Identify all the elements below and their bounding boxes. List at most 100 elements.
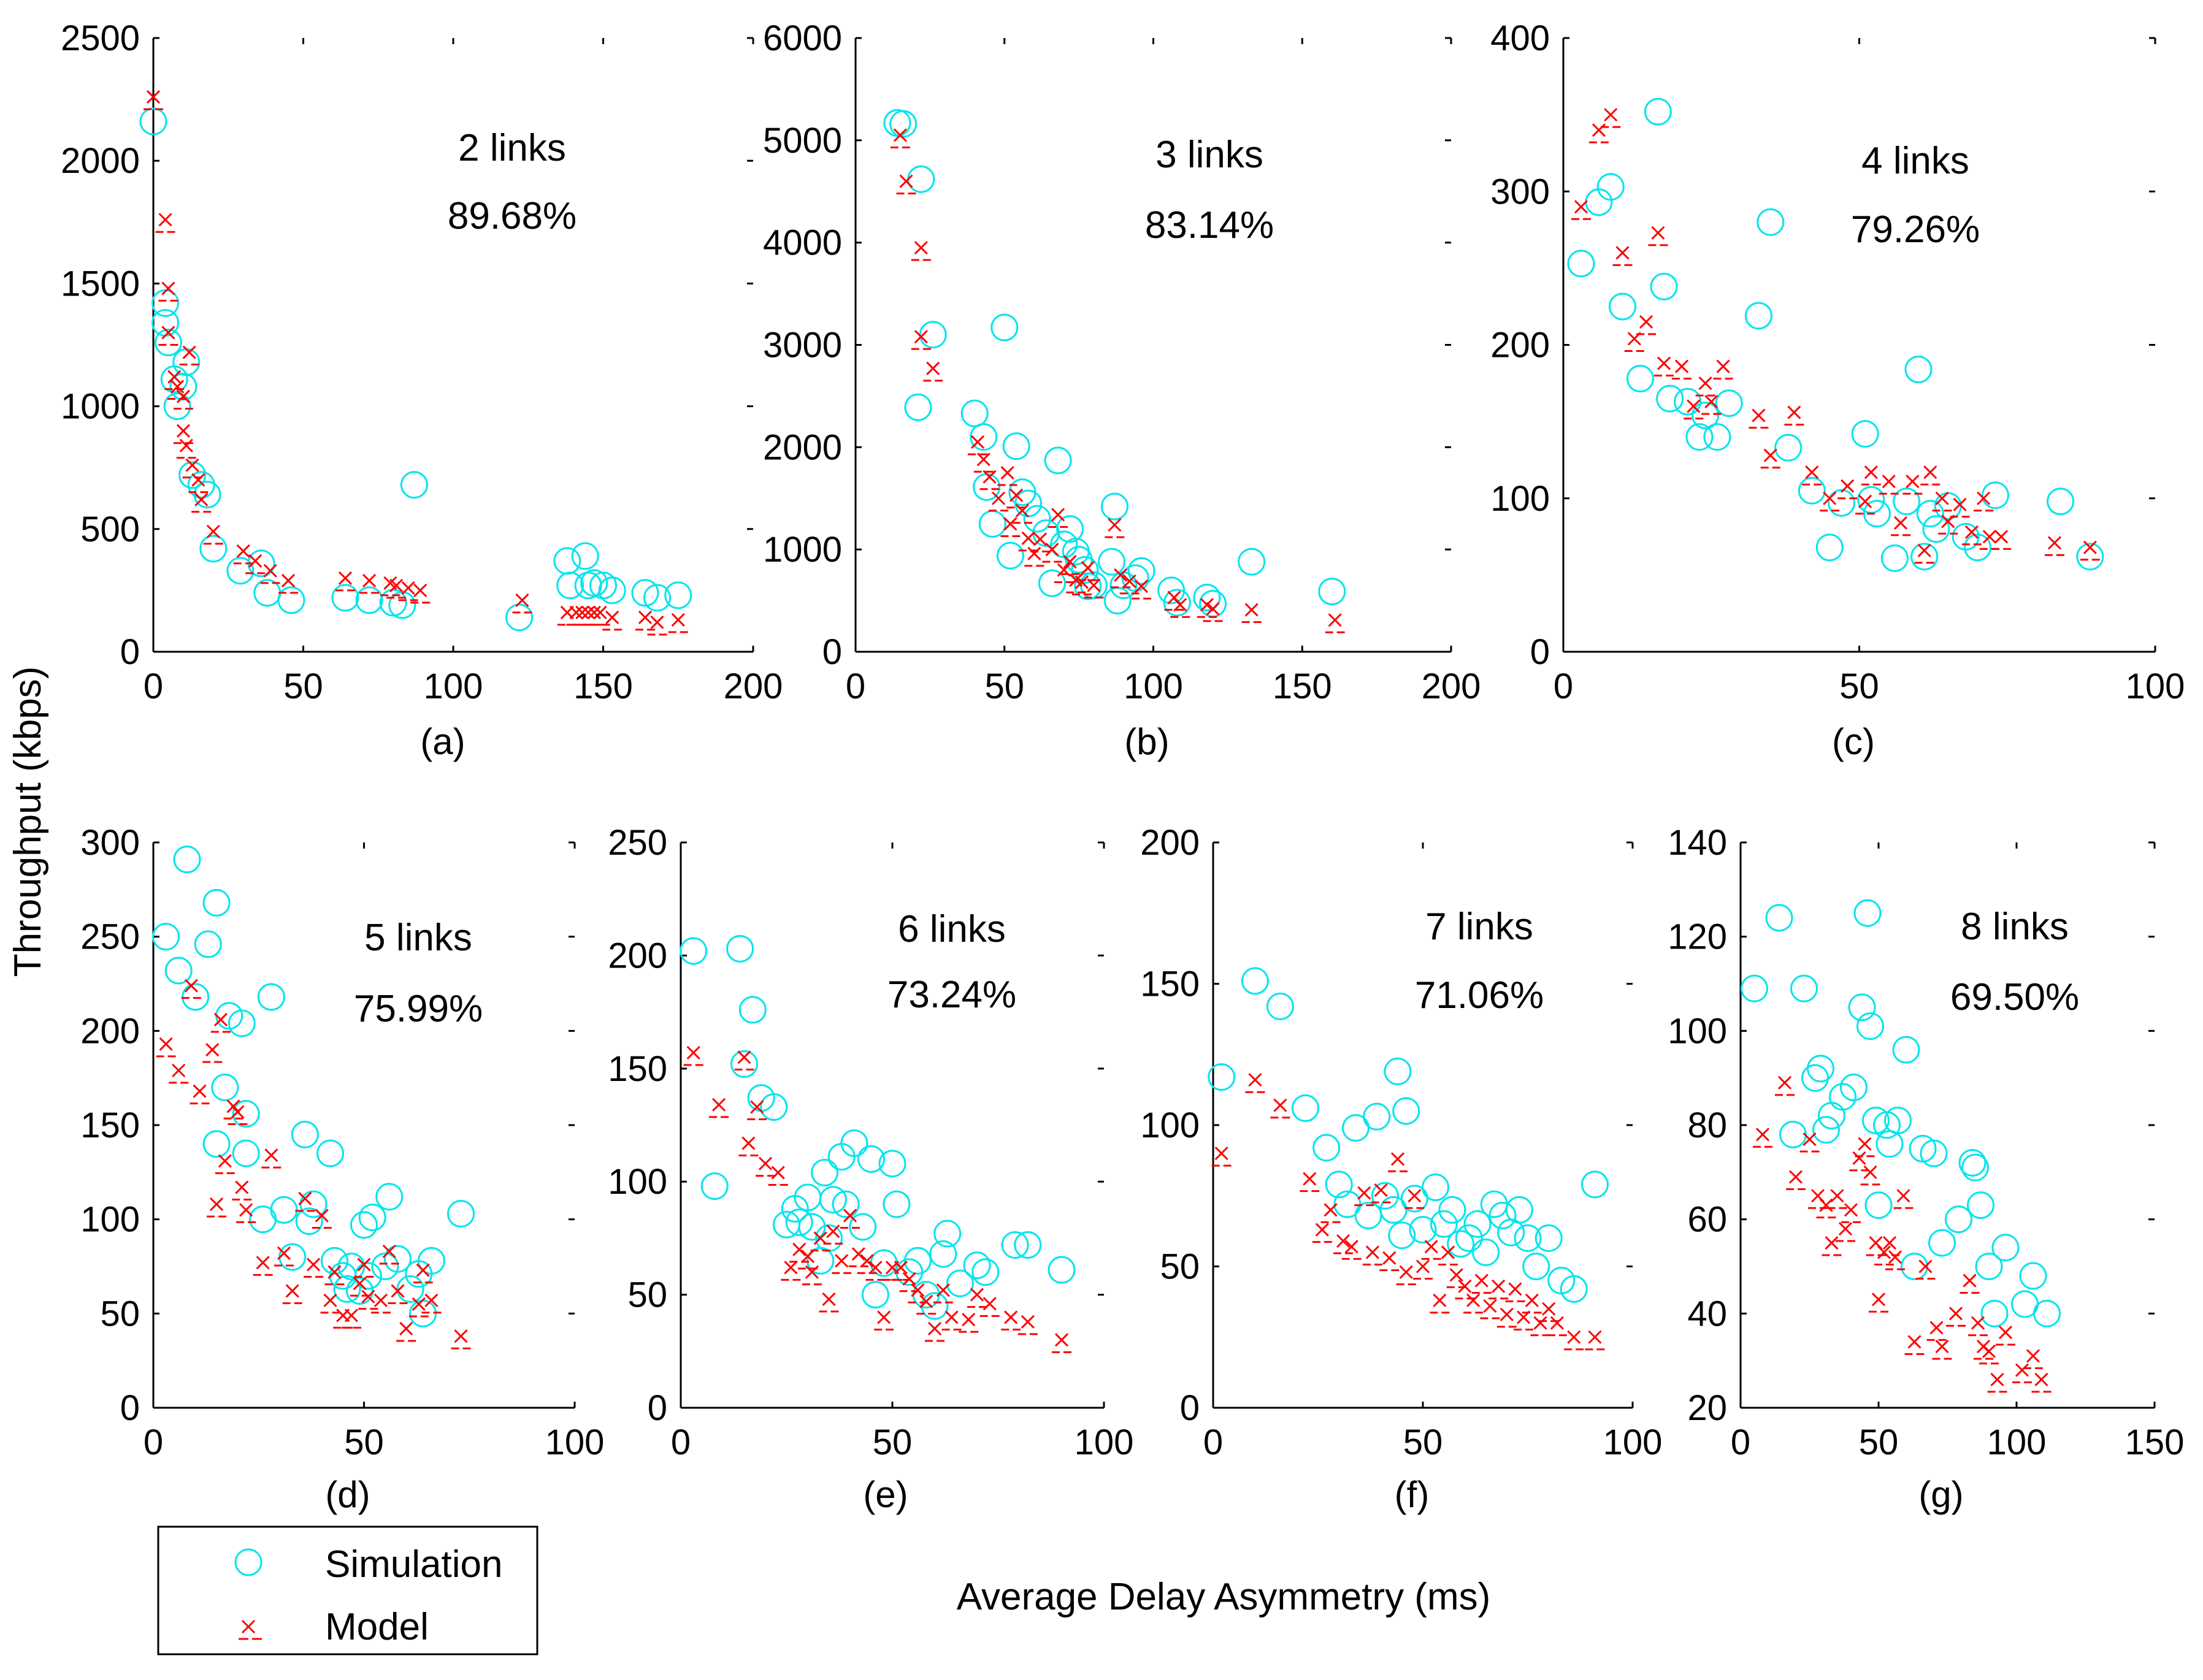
- simulation-point: [970, 423, 998, 451]
- model-point: [1749, 408, 1769, 429]
- y-tick-label: 0: [648, 1388, 667, 1428]
- simulation-point: [1920, 1139, 1948, 1167]
- annotation-accuracy: 89.68%: [448, 195, 577, 237]
- model-point: [1968, 1316, 1988, 1337]
- simulation-point: [1779, 1120, 1807, 1148]
- subplot-g: 0 50 100 150 20 40 60 80 100 120 140 8 links 69.50% (…: [1668, 823, 2184, 1515]
- y-tick-label: 300: [1490, 172, 1550, 212]
- simulation-point: [1818, 1102, 1845, 1130]
- model-point: [191, 492, 212, 513]
- subplot-label: (e): [863, 1474, 908, 1515]
- simulation-point: [1238, 548, 1266, 576]
- model-point: [781, 1261, 801, 1281]
- x-tick-label: 50: [984, 666, 1024, 706]
- model-point: [1822, 1236, 1842, 1256]
- simulation-point: [1741, 974, 1768, 1002]
- simulation-point: [1384, 1057, 1412, 1085]
- y-tick-label: 6000: [763, 18, 842, 58]
- simulation-point: [1774, 433, 1803, 462]
- model-point: [1926, 1321, 1947, 1341]
- simulation-point: [1892, 1036, 1920, 1064]
- subplot-label: (g): [1918, 1474, 1963, 1515]
- annotation-links: 7 links: [1425, 906, 1533, 948]
- simulation-point: [1692, 402, 1720, 430]
- model-point: [1132, 579, 1152, 600]
- simulation-point: [571, 542, 599, 570]
- simulation-point: [1071, 556, 1099, 584]
- x-tick-label: 100: [1603, 1422, 1663, 1462]
- simulation-point: [1980, 1299, 2009, 1327]
- simulation-point: [1157, 576, 1186, 605]
- model-point: [1105, 518, 1125, 538]
- model-point: [1991, 530, 2012, 550]
- simulation-point: [1447, 1230, 1475, 1258]
- simulation-point: [299, 1190, 328, 1218]
- model-point: [1387, 1152, 1408, 1172]
- model-point: [683, 1045, 703, 1066]
- model-point: [865, 1261, 886, 1281]
- legend-marker-simulation: [234, 1548, 262, 1576]
- simulation-point: [228, 1009, 256, 1037]
- model-point: [979, 470, 1000, 491]
- model-point: [236, 1203, 256, 1223]
- simulation-point: [1488, 1202, 1517, 1230]
- simulation-point: [1241, 967, 1269, 995]
- model-point: [2031, 1372, 2052, 1393]
- model-point: [1001, 1310, 1021, 1331]
- model-point: [968, 435, 988, 456]
- model-point: [190, 1084, 210, 1105]
- model-point: [1006, 488, 1027, 509]
- simulation-point: [375, 1183, 404, 1211]
- simulation-point: [1455, 1224, 1483, 1252]
- model-point: [840, 1208, 860, 1229]
- simulation-point: [194, 930, 222, 958]
- model-point: [1855, 1137, 1875, 1158]
- model-point: [1860, 1165, 1880, 1186]
- legend-label-simulation: Simulation: [325, 1543, 502, 1586]
- model-point: [1488, 1279, 1509, 1300]
- model-point: [386, 578, 407, 599]
- simulation-point: [1422, 1173, 1450, 1201]
- simulation-point: [226, 557, 255, 585]
- model-point: [245, 554, 266, 575]
- y-tick-label: 200: [1140, 823, 1200, 863]
- y-tick-label: 200: [1490, 326, 1550, 365]
- annotation-links: 2 links: [458, 127, 566, 169]
- x-tick-label: 0: [671, 1422, 691, 1462]
- model-point: [1996, 1326, 2015, 1346]
- model-point: [173, 424, 193, 445]
- simulation-point: [1371, 1182, 1399, 1210]
- simulation-point: [164, 956, 193, 985]
- model-point: [1904, 1335, 1925, 1355]
- simulation-point: [1163, 589, 1191, 617]
- model-point: [379, 1244, 399, 1265]
- simulation-point: [173, 846, 201, 874]
- simulation-point: [1829, 1083, 1856, 1111]
- model-point: [1379, 1251, 1400, 1272]
- y-tick-label: 500: [80, 510, 140, 549]
- model-point: [354, 1258, 374, 1278]
- x-tick-label: 200: [1422, 666, 1481, 706]
- model-point: [1841, 1203, 1861, 1223]
- simulation-point: [1098, 548, 1126, 576]
- simulation-point: [730, 1050, 758, 1078]
- model-point: [819, 1292, 839, 1313]
- model-point: [1636, 315, 1657, 335]
- y-tick-label: 250: [608, 823, 667, 863]
- simulation-point: [1863, 500, 1891, 528]
- simulation-point: [1318, 578, 1346, 606]
- simulation-point: [232, 1139, 260, 1167]
- simulation-point: [1038, 569, 1066, 597]
- model-point: [923, 361, 943, 382]
- simulation-point: [1851, 420, 1879, 448]
- x-tick-label: 0: [1731, 1422, 1750, 1462]
- simulation-point: [1342, 1114, 1370, 1142]
- model-point: [959, 1313, 979, 1333]
- model-point: [734, 1050, 754, 1071]
- x-tick-label: 0: [846, 666, 865, 706]
- model-point: [1463, 1293, 1484, 1314]
- simulation-point: [277, 586, 305, 614]
- model-point: [341, 1308, 361, 1329]
